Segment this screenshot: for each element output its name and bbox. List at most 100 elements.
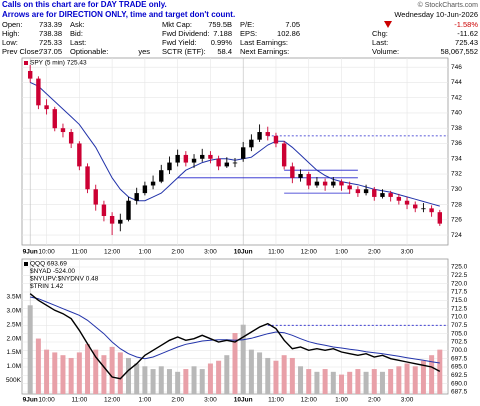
x-tick-label: 2:00 xyxy=(368,249,381,256)
quote-label: Chg: xyxy=(372,29,388,38)
notice-line: Calls on this chart are for DAY TRADE on… xyxy=(2,0,167,9)
y-tick-label: 692.5 xyxy=(451,372,468,379)
legend-entry: $NYAD -524.00 xyxy=(30,268,75,275)
y-tick-label: 728 xyxy=(451,201,462,208)
y-tick-label: 687.5 xyxy=(451,389,468,396)
volume-bar xyxy=(68,357,74,394)
volume-bar xyxy=(330,371,336,394)
y-tick-label: 720.0 xyxy=(451,280,468,287)
moving-average xyxy=(30,296,440,364)
quote-label: Prev Close: xyxy=(2,47,41,56)
notice-box xyxy=(0,0,212,20)
x-tick-label: 3:00 xyxy=(204,249,217,256)
x-tick-label: 11:00 xyxy=(268,249,284,256)
candle-body xyxy=(167,162,172,171)
volume-bar xyxy=(420,360,426,394)
volume-bar xyxy=(183,369,189,394)
quote-label: Mkt Cap: xyxy=(162,20,192,29)
y-tick-label: 717.5 xyxy=(451,289,468,296)
candle-body xyxy=(77,143,82,167)
y-tick-label: 690.0 xyxy=(451,380,468,387)
y-tick-label: 722.5 xyxy=(451,272,468,279)
candle-body xyxy=(240,147,246,159)
legend-entry: SPY (5 min) 725.43 xyxy=(30,60,87,67)
y2-tick-label: 500K xyxy=(6,377,22,384)
quote-label: Next Earnings: xyxy=(240,47,289,56)
x-tick-label: 12:00 xyxy=(301,397,318,404)
x-tick-label: 10:00 xyxy=(38,397,55,404)
candle-body xyxy=(355,189,361,194)
candle-body xyxy=(159,170,164,182)
volume-bar xyxy=(101,355,107,394)
volume-bar xyxy=(314,371,320,394)
candle-body xyxy=(281,143,287,167)
volume-bar xyxy=(298,366,304,394)
plot-area xyxy=(21,57,449,246)
change-pct: -1.58% xyxy=(454,20,478,29)
x-tick-label: 1:00 xyxy=(335,249,348,256)
legend-swatch xyxy=(24,262,28,266)
quote-label: Last: xyxy=(70,38,86,47)
quote-label: Optionable: xyxy=(70,47,108,56)
x-tick-label: 2:00 xyxy=(171,249,184,256)
y2-tick-label: 2.5M xyxy=(7,321,21,328)
y-tick-label: 732 xyxy=(451,171,462,178)
y-tick-label: 740 xyxy=(451,110,462,117)
y2-tick-label: 1.5M xyxy=(7,349,21,356)
volume-bar xyxy=(76,352,82,394)
x-tick-label: 1:00 xyxy=(335,397,348,404)
volume-bar xyxy=(429,355,435,394)
candle-body xyxy=(27,70,33,79)
x-tick-label: 11:00 xyxy=(268,397,284,404)
y-tick-label: 730 xyxy=(451,186,462,193)
y-tick-label: 702.5 xyxy=(451,339,468,346)
quote-value: 738.38 xyxy=(39,29,62,38)
candle-body xyxy=(118,219,123,224)
volume-bar xyxy=(199,369,205,394)
x-tick-label: 11:00 xyxy=(71,249,87,256)
candle-body xyxy=(200,154,205,159)
quote-value: 7.188 xyxy=(213,29,232,38)
quote-value: 58,067,552 xyxy=(440,47,478,56)
quote-label: Volume: xyxy=(372,47,399,56)
y-tick-label: 712.5 xyxy=(451,305,468,312)
candle-body xyxy=(93,189,98,205)
volume-bar xyxy=(281,355,287,394)
volume-bar xyxy=(273,360,279,394)
volume-bar xyxy=(232,333,238,394)
volume-bar xyxy=(257,352,263,394)
y-tick-label: 738 xyxy=(451,125,462,132)
y2-tick-label: 3.0M xyxy=(7,308,21,315)
candle-body xyxy=(150,181,156,186)
y2-tick-label: 3.5M xyxy=(7,294,21,301)
x-tick-label: 10Jun xyxy=(234,397,253,404)
y-tick-label: 715.0 xyxy=(451,297,468,304)
y-tick-label: 742 xyxy=(451,94,462,101)
quote-label: Low: xyxy=(2,38,18,47)
quote-value: 7.05 xyxy=(285,20,300,29)
candle-body xyxy=(44,105,49,110)
x-tick-label: 1:00 xyxy=(139,397,152,404)
quote-value: yes xyxy=(138,47,150,56)
quote-value: 58.4 xyxy=(217,47,232,56)
volume-bar xyxy=(379,371,385,394)
candle-body xyxy=(388,193,393,197)
volume-bar xyxy=(44,349,50,394)
x-tick-label: 12:00 xyxy=(104,397,121,404)
volume-bar xyxy=(412,366,418,394)
copyright: © StockCharts.com xyxy=(418,1,479,9)
candle-body xyxy=(232,162,238,164)
volume-bar xyxy=(396,366,402,394)
volume-bar xyxy=(85,344,91,394)
legend-entry: QQQ 693.69 xyxy=(30,261,67,268)
candle-body xyxy=(52,109,57,129)
quote-label: P/E: xyxy=(240,20,254,29)
y2-tick-label: 2.0M xyxy=(7,335,21,342)
candle-body xyxy=(224,162,230,167)
quote-label: Bid: xyxy=(70,29,83,38)
quote-label: Open: xyxy=(2,20,22,29)
volume-bar xyxy=(134,363,140,394)
volume-bar xyxy=(142,366,148,394)
candle-body xyxy=(413,204,418,209)
volume-bar xyxy=(150,369,156,394)
